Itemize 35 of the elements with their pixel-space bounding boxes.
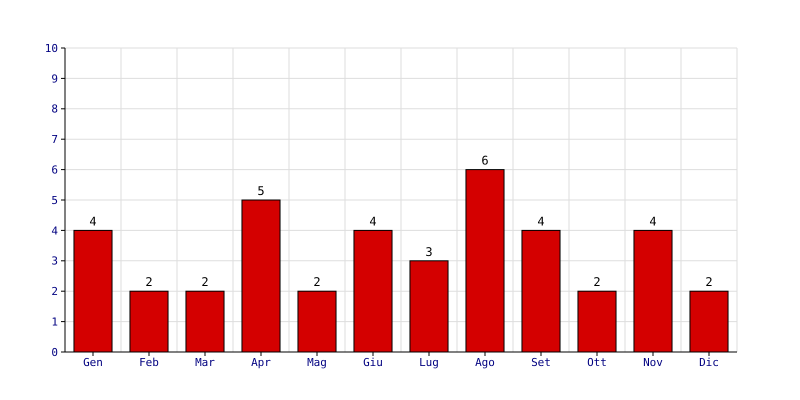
y-tick-label: 9 <box>51 72 58 86</box>
data-label: 2 <box>145 275 153 290</box>
y-tick-label: 2 <box>51 285 58 298</box>
data-label: 4 <box>649 214 657 228</box>
y-tick-label: 8 <box>51 102 58 116</box>
y-tick-label: 6 <box>51 163 58 176</box>
data-label: 4 <box>369 214 377 228</box>
data-label: 5 <box>257 184 265 198</box>
x-tick-label: Lug <box>419 356 439 369</box>
x-tick-label: Feb <box>139 356 159 369</box>
data-label: 2 <box>313 275 321 290</box>
x-tick-label: Apr <box>251 356 272 369</box>
x-tick-label: Giu <box>363 356 383 369</box>
x-tick-label: Nov <box>643 356 664 369</box>
y-tick-label: 7 <box>51 133 58 146</box>
y-tick-label: 5 <box>51 194 58 207</box>
data-label: 2 <box>705 275 713 290</box>
data-label: 3 <box>425 244 433 259</box>
data-label: 2 <box>593 275 601 290</box>
x-tick-label: Dic <box>699 356 719 369</box>
data-label: 6 <box>481 154 489 168</box>
y-tick-label: 1 <box>51 315 58 328</box>
x-tick-label: Mag <box>307 356 327 369</box>
x-tick-label: Set <box>531 356 551 369</box>
y-tick-label: 0 <box>51 346 58 359</box>
data-label: 4 <box>537 214 545 228</box>
y-tick-label: 10 <box>44 42 58 55</box>
x-tick-label: Ott <box>587 356 607 369</box>
y-tick-label: 3 <box>51 254 58 268</box>
x-tick-label: Ago <box>475 356 495 369</box>
data-label: 4 <box>89 214 97 228</box>
y-tick-label: 4 <box>51 224 58 238</box>
data-label: 2 <box>201 275 209 290</box>
x-tick-label: Gen <box>83 356 103 369</box>
x-tick-label: Mar <box>195 356 216 369</box>
